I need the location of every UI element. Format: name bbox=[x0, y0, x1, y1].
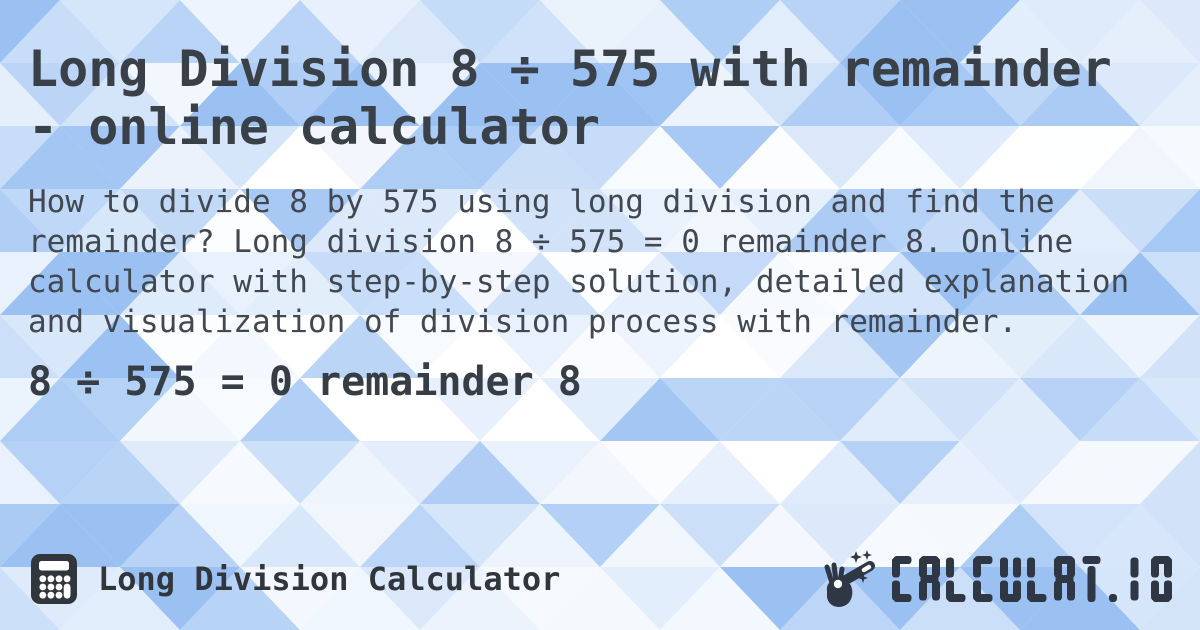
brand-logo bbox=[820, 547, 1172, 611]
calculator-icon bbox=[31, 554, 77, 604]
footer-label: Long Division Calculator bbox=[98, 560, 561, 598]
division-result: 8 ÷ 575 = 0 remainder 8 bbox=[28, 359, 582, 405]
main-content: Long Division 8 ÷ 575 with remainder - o… bbox=[28, 40, 1178, 405]
brand-wordmark bbox=[892, 556, 1172, 602]
magic-wand-icon bbox=[824, 550, 875, 608]
footer: Long Division Calculator bbox=[28, 550, 1172, 608]
footer-left: Long Division Calculator bbox=[28, 553, 560, 605]
description-text: How to divide 8 by 575 using long divisi… bbox=[28, 184, 1130, 340]
page-title: Long Division 8 ÷ 575 with remainder - o… bbox=[28, 40, 1112, 156]
